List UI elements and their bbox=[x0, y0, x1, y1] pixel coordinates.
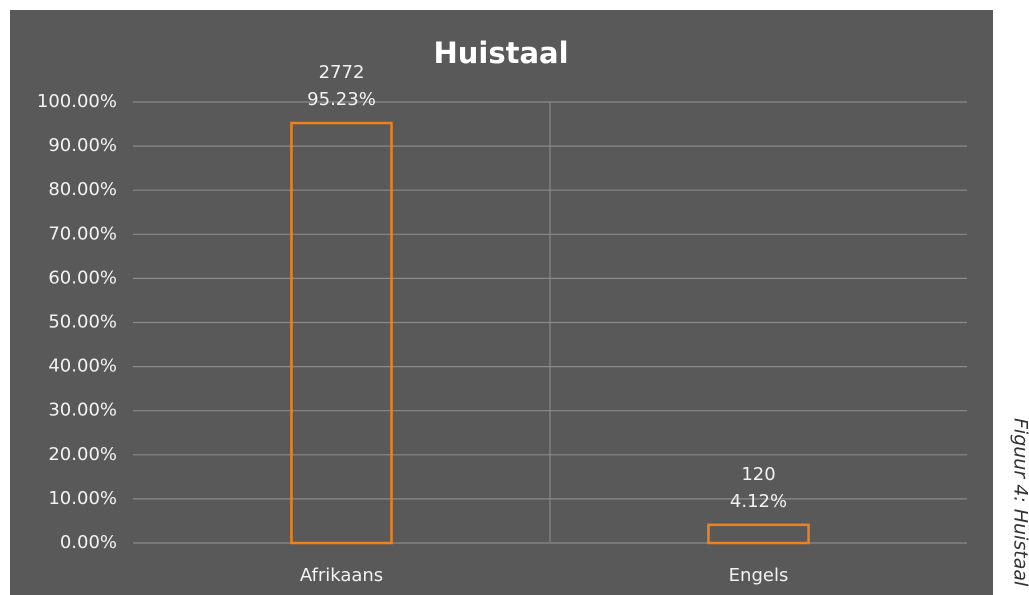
y-tick-label: 100.00% bbox=[37, 91, 117, 112]
chart-title: Huistaal bbox=[433, 36, 568, 70]
y-tick-label: 50.00% bbox=[48, 312, 117, 333]
value-label: 4.12% bbox=[730, 491, 787, 512]
bar bbox=[707, 523, 810, 545]
count-label: 2772 bbox=[319, 62, 365, 83]
x-tick-label: Afrikaans bbox=[300, 565, 383, 586]
value-label: 95.23% bbox=[307, 89, 376, 110]
chart-background bbox=[10, 10, 993, 595]
y-tick-label: 70.00% bbox=[48, 223, 117, 244]
figure-caption: Figuur 4: Huistaal bbox=[1010, 418, 1029, 587]
y-tick-label: 0.00% bbox=[60, 532, 117, 553]
y-tick-label: 80.00% bbox=[48, 179, 117, 200]
y-tick-label: 30.00% bbox=[48, 400, 117, 421]
y-tick-label: 90.00% bbox=[48, 135, 117, 156]
count-label: 120 bbox=[741, 464, 775, 485]
y-tick-label: 60.00% bbox=[48, 267, 117, 288]
y-tick-label: 20.00% bbox=[48, 444, 117, 465]
y-tick-label: 10.00% bbox=[48, 488, 117, 509]
x-tick-label: Engels bbox=[729, 565, 789, 586]
y-tick-label: 40.00% bbox=[48, 356, 117, 377]
bar bbox=[290, 121, 393, 545]
